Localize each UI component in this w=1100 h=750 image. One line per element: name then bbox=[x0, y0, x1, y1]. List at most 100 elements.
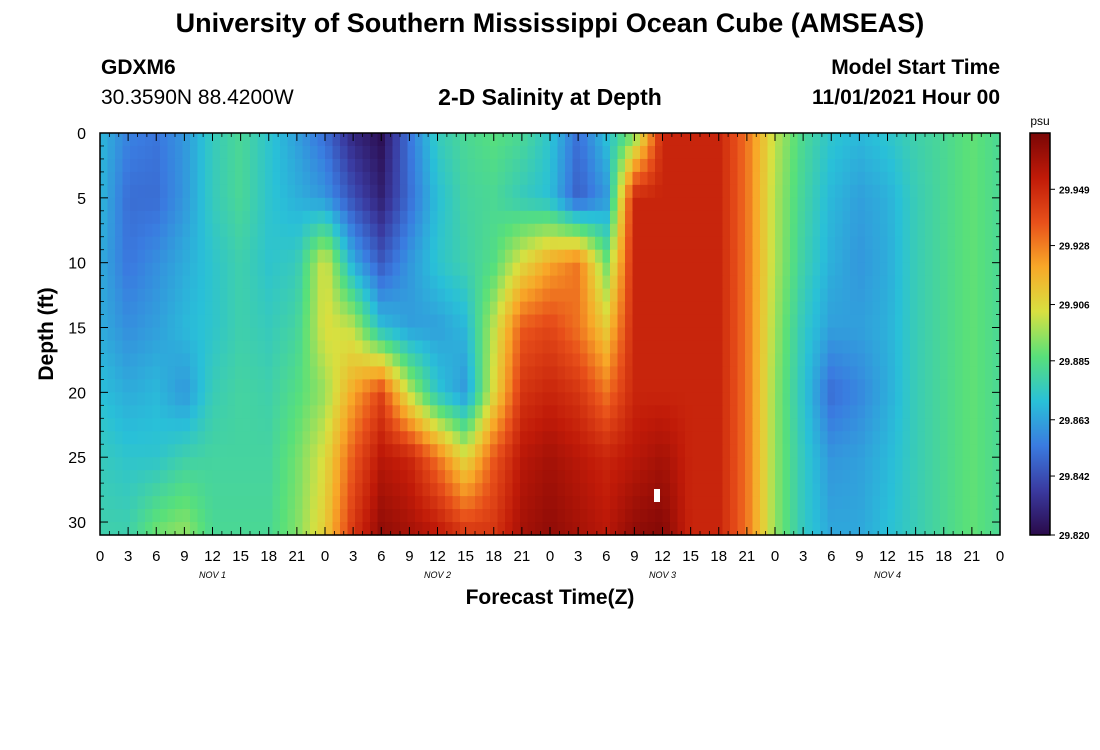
heatmap-cell bbox=[850, 158, 859, 173]
heatmap-cell bbox=[895, 418, 904, 432]
heatmap-cell bbox=[962, 158, 971, 173]
heatmap-cell bbox=[835, 158, 844, 173]
heatmap-cell bbox=[340, 470, 349, 484]
heatmap-cell bbox=[250, 184, 259, 199]
heatmap-cell bbox=[557, 353, 566, 368]
heatmap-cell bbox=[700, 133, 709, 147]
heatmap-cell bbox=[572, 496, 581, 510]
heatmap-cell bbox=[407, 444, 416, 458]
heatmap-cell bbox=[257, 392, 266, 406]
heatmap-cell bbox=[542, 288, 551, 303]
heatmap-cell bbox=[985, 392, 994, 406]
heatmap-cell bbox=[130, 288, 139, 303]
heatmap-cell bbox=[257, 133, 266, 147]
heatmap-cell bbox=[857, 262, 866, 277]
heatmap-cell bbox=[632, 314, 641, 329]
heatmap-cell bbox=[317, 327, 326, 342]
heatmap-cell bbox=[827, 327, 836, 342]
heatmap-cell bbox=[595, 418, 604, 432]
heatmap-cell bbox=[610, 444, 619, 458]
heatmap-cell bbox=[242, 210, 251, 225]
heatmap-cell bbox=[707, 457, 716, 471]
heatmap-cell bbox=[940, 197, 949, 212]
heatmap-cell bbox=[205, 522, 214, 536]
heatmap-cell bbox=[872, 418, 881, 432]
heatmap-cell bbox=[947, 210, 956, 225]
heatmap-cell bbox=[580, 210, 589, 225]
heatmap-cell bbox=[422, 340, 431, 355]
heatmap-cell bbox=[700, 314, 709, 329]
heatmap-cell bbox=[295, 249, 304, 264]
heatmap-cell bbox=[490, 171, 499, 186]
heatmap-cell bbox=[197, 223, 206, 238]
heatmap-cell bbox=[677, 496, 686, 510]
heatmap-cell bbox=[775, 145, 784, 160]
heatmap-cell bbox=[977, 145, 986, 160]
heatmap-cell bbox=[895, 366, 904, 380]
heatmap-cell bbox=[647, 431, 656, 445]
heatmap-cell bbox=[812, 171, 821, 186]
heatmap-cell bbox=[865, 431, 874, 445]
heatmap-cell bbox=[355, 418, 364, 432]
heatmap-cell bbox=[512, 249, 521, 264]
heatmap-cell bbox=[197, 483, 206, 497]
heatmap-cell bbox=[730, 405, 739, 419]
heatmap-cell bbox=[475, 223, 484, 238]
heatmap-cell bbox=[167, 184, 176, 199]
heatmap-cell bbox=[235, 444, 244, 458]
colorbar-tick-label: 29.949 bbox=[1059, 185, 1090, 196]
heatmap-cell bbox=[557, 171, 566, 186]
heatmap-cell bbox=[587, 509, 596, 523]
heatmap-cell bbox=[392, 262, 401, 277]
heatmap-cell bbox=[505, 262, 514, 277]
heatmap-cell bbox=[242, 496, 251, 510]
heatmap-cell bbox=[572, 158, 581, 173]
heatmap-cell bbox=[160, 288, 169, 303]
heatmap-cell bbox=[947, 379, 956, 393]
heatmap-cell bbox=[377, 483, 386, 497]
heatmap-cell bbox=[257, 418, 266, 432]
heatmap-cell bbox=[782, 509, 791, 523]
heatmap-cell bbox=[392, 275, 401, 290]
heatmap-cell bbox=[737, 158, 746, 173]
heatmap-cell bbox=[355, 236, 364, 251]
heatmap-cell bbox=[220, 431, 229, 445]
heatmap-cell bbox=[430, 457, 439, 471]
heatmap-cell bbox=[385, 431, 394, 445]
heatmap-cell bbox=[317, 236, 326, 251]
heatmap-cell bbox=[617, 496, 626, 510]
heatmap-cell bbox=[880, 444, 889, 458]
heatmap-cell bbox=[685, 327, 694, 342]
heatmap-cell bbox=[415, 431, 424, 445]
heatmap-cell bbox=[535, 509, 544, 523]
x-tick-label: 9 bbox=[630, 548, 638, 565]
heatmap-cell bbox=[400, 145, 409, 160]
heatmap-cell bbox=[212, 457, 221, 471]
heatmap-cell bbox=[557, 327, 566, 342]
heatmap-cell bbox=[722, 431, 731, 445]
heatmap-cell bbox=[842, 509, 851, 523]
heatmap-cell bbox=[512, 133, 521, 147]
heatmap-cell bbox=[887, 444, 896, 458]
heatmap-cell bbox=[925, 496, 934, 510]
heatmap-cell bbox=[752, 301, 761, 316]
heatmap-cell bbox=[737, 392, 746, 406]
heatmap-cell bbox=[617, 392, 626, 406]
heatmap-cell bbox=[910, 275, 919, 290]
heatmap-cell bbox=[730, 340, 739, 355]
heatmap-cell bbox=[917, 483, 926, 497]
heatmap-cell bbox=[152, 288, 161, 303]
heatmap-cell bbox=[760, 197, 769, 212]
heatmap-cell bbox=[295, 444, 304, 458]
heatmap-cell bbox=[917, 171, 926, 186]
heatmap-cell bbox=[505, 197, 514, 212]
heatmap-cell bbox=[160, 262, 169, 277]
x-tick-label: 12 bbox=[429, 548, 446, 565]
model-start-label: Model Start Time bbox=[831, 56, 1000, 79]
heatmap-cell bbox=[122, 133, 131, 147]
heatmap-cell bbox=[332, 444, 341, 458]
heatmap-cell bbox=[475, 184, 484, 199]
heatmap-cell bbox=[272, 509, 281, 523]
heatmap-cell bbox=[302, 405, 311, 419]
heatmap-cell bbox=[160, 133, 169, 147]
